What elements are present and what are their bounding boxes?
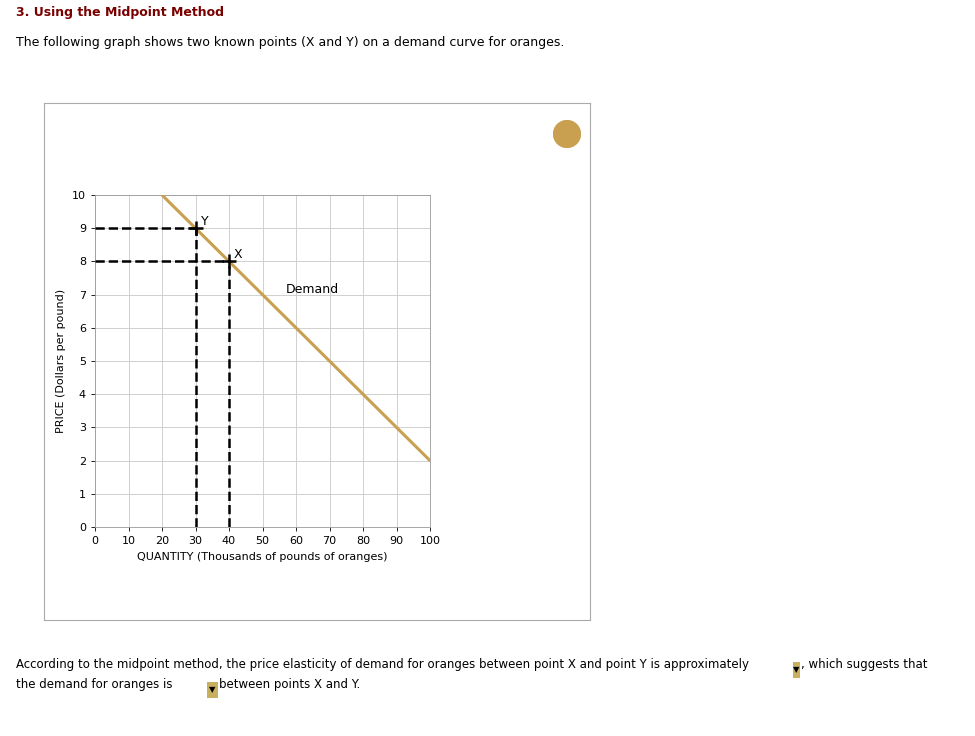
X-axis label: QUANTITY (Thousands of pounds of oranges): QUANTITY (Thousands of pounds of oranges… [137,551,388,562]
Text: ▼: ▼ [793,665,800,674]
Text: 3. Using the Midpoint Method: 3. Using the Midpoint Method [16,6,223,19]
Bar [793,662,800,678]
Text: between points X and Y.: between points X and Y. [218,678,360,691]
Text: ?: ? [563,127,571,142]
Text: the demand for oranges is: the demand for oranges is [16,678,173,691]
Text: X: X [234,248,243,261]
Text: Y: Y [201,215,208,228]
Bar [207,682,217,698]
Text: Demand: Demand [286,283,339,296]
Text: , which suggests that: , which suggests that [801,658,927,671]
Text: According to the midpoint method, the price elasticity of demand for oranges bet: According to the midpoint method, the pr… [16,658,749,671]
Text: ▼: ▼ [209,685,215,695]
Circle shape [554,121,580,147]
Text: The following graph shows two known points (X and Y) on a demand curve for orang: The following graph shows two known poin… [16,36,564,49]
Y-axis label: PRICE (Dollars per pound): PRICE (Dollars per pound) [57,289,66,433]
